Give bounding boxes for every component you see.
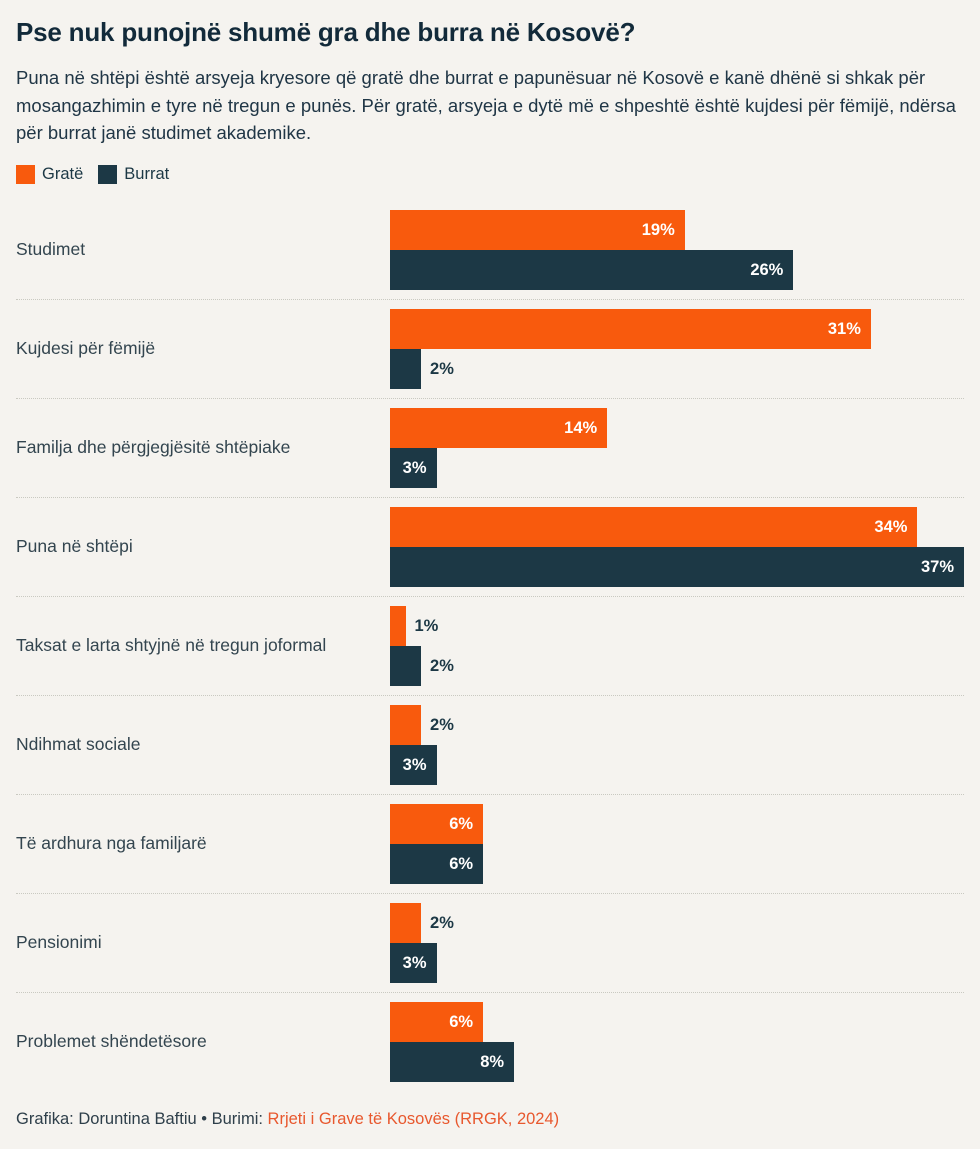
bar-track: 6% [390, 804, 964, 845]
chart-row: Të ardhura nga familjarë 6% 6% [16, 795, 964, 895]
chart-legend: Gratë Burrat [16, 165, 964, 185]
bar-track: 2% [390, 349, 964, 390]
chart-row: Puna në shtëpi 34% 37% [16, 498, 964, 598]
bar-group: 19% 26% [390, 210, 964, 291]
value-label: 2% [430, 715, 454, 734]
legend-label: Gratë [42, 165, 84, 184]
category-label: Studimet [16, 239, 86, 260]
bar-track: 8% [390, 1042, 964, 1083]
bar-track: 6% [390, 844, 964, 885]
value-label: 14% [564, 418, 598, 437]
page-title: Pse nuk punojnë shumë gra dhe burra në K… [16, 17, 636, 47]
chart-row: Kujdesi për fëmijë 31% 2% [16, 300, 964, 400]
value-label: 3% [402, 458, 427, 477]
category-label: Puna në shtëpi [16, 536, 133, 557]
bar-track: 6% [390, 1002, 964, 1043]
category-label: Pensionimi [16, 932, 102, 953]
bar-track: 26% [390, 250, 964, 291]
bar-track: 14% [390, 408, 964, 449]
bar-women [390, 705, 422, 746]
bar-women: 31% [390, 309, 871, 350]
value-label: 37% [920, 557, 954, 576]
category-label: Kujdesi për fëmijë [16, 338, 156, 359]
chart-row: Ndihmat sociale 2% 3% [16, 696, 964, 796]
category-label: Taksat e larta shtyjnë në tregun joforma… [16, 635, 327, 656]
bar-men: 3% [390, 745, 437, 786]
bar-track: 19% [390, 210, 964, 251]
value-label: 6% [449, 814, 474, 833]
chart-subtitle: Puna në shtëpi është arsyeja kryesore që… [16, 66, 956, 144]
bar-women [390, 903, 422, 944]
value-label: 31% [827, 319, 861, 338]
bar-track: 2% [390, 705, 964, 746]
bar-group: 14% 3% [390, 408, 964, 489]
value-label: 34% [874, 517, 908, 536]
bar-group: 2% 3% [390, 705, 964, 786]
bar-women: 6% [390, 804, 484, 845]
grouped-bar-chart: Studimet 19% 26% Kujdesi për fëmijë 31% 2% Fam… [16, 210, 964, 1083]
legend-swatch-icon [98, 165, 118, 185]
bar-women: 14% [390, 408, 608, 449]
category-label: Të ardhura nga familjarë [16, 833, 207, 854]
chart-row: Taksat e larta shtyjnë në tregun joforma… [16, 597, 964, 697]
bar-women: 6% [390, 1002, 484, 1043]
legend-item: Burrat [98, 165, 170, 185]
value-label: 2% [430, 656, 454, 675]
bar-track: 34% [390, 507, 964, 548]
bar-group: 6% 8% [390, 1002, 964, 1083]
value-label: 8% [480, 1052, 505, 1071]
bar-group: 31% 2% [390, 309, 964, 390]
bar-men: 37% [390, 547, 964, 588]
bar-track: 2% [390, 646, 964, 687]
bar-men [390, 646, 422, 687]
bar-track: 3% [390, 943, 964, 984]
credit-text: Grafika: Doruntina Baftiu • Burimi: [16, 1110, 268, 1129]
category-label: Familja dhe përgjegjësitë shtëpiake [16, 437, 291, 458]
bar-group: 6% 6% [390, 804, 964, 885]
bar-men: 3% [390, 448, 437, 489]
bar-men: 8% [390, 1042, 515, 1083]
legend-swatch-icon [16, 165, 35, 185]
bar-women: 34% [390, 507, 918, 548]
value-label: 3% [402, 953, 427, 972]
bar-group: 2% 3% [390, 903, 964, 984]
value-label: 6% [449, 854, 474, 873]
category-label: Ndihmat sociale [16, 734, 141, 755]
category-label: Problemet shëndetësore [16, 1031, 207, 1052]
bar-men: 26% [390, 250, 794, 291]
chart-row: Problemet shëndetësore 6% 8% [16, 993, 964, 1083]
bar-men: 6% [390, 844, 484, 885]
value-label: 19% [641, 220, 675, 239]
bar-track: 3% [390, 448, 964, 489]
source-link[interactable]: Rrjeti i Grave të Kosovës (RRGK, 2024) [267, 1110, 560, 1129]
legend-item: Gratë [16, 165, 84, 185]
value-label: 2% [430, 913, 454, 932]
bar-women [390, 606, 406, 647]
chart-row: Studimet 19% 26% [16, 210, 964, 301]
value-label: 6% [449, 1012, 474, 1031]
value-label: 26% [750, 260, 784, 279]
bar-track: 2% [390, 903, 964, 944]
bar-track: 31% [390, 309, 964, 350]
chart-row: Familja dhe përgjegjësitë shtëpiake 14% 3% [16, 399, 964, 499]
chart-row: Pensionimi 2% 3% [16, 894, 964, 994]
bar-women: 19% [390, 210, 685, 251]
bar-track: 1% [390, 606, 964, 647]
value-label: 2% [430, 359, 454, 378]
bar-men: 3% [390, 943, 437, 984]
legend-label: Burrat [124, 165, 170, 184]
bar-track: 37% [390, 547, 964, 588]
bar-men [390, 349, 422, 390]
value-label: 3% [402, 755, 427, 774]
bar-group: 34% 37% [390, 507, 964, 588]
value-label: 1% [414, 616, 439, 635]
bar-group: 1% 2% [390, 606, 964, 687]
bar-track: 3% [390, 745, 964, 786]
footer-credit: Grafika: Doruntina Baftiu • Burimi: Rrje… [16, 1110, 964, 1129]
